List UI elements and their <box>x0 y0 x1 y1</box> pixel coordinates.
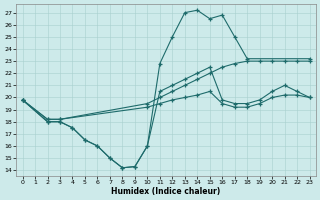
X-axis label: Humidex (Indice chaleur): Humidex (Indice chaleur) <box>111 187 221 196</box>
